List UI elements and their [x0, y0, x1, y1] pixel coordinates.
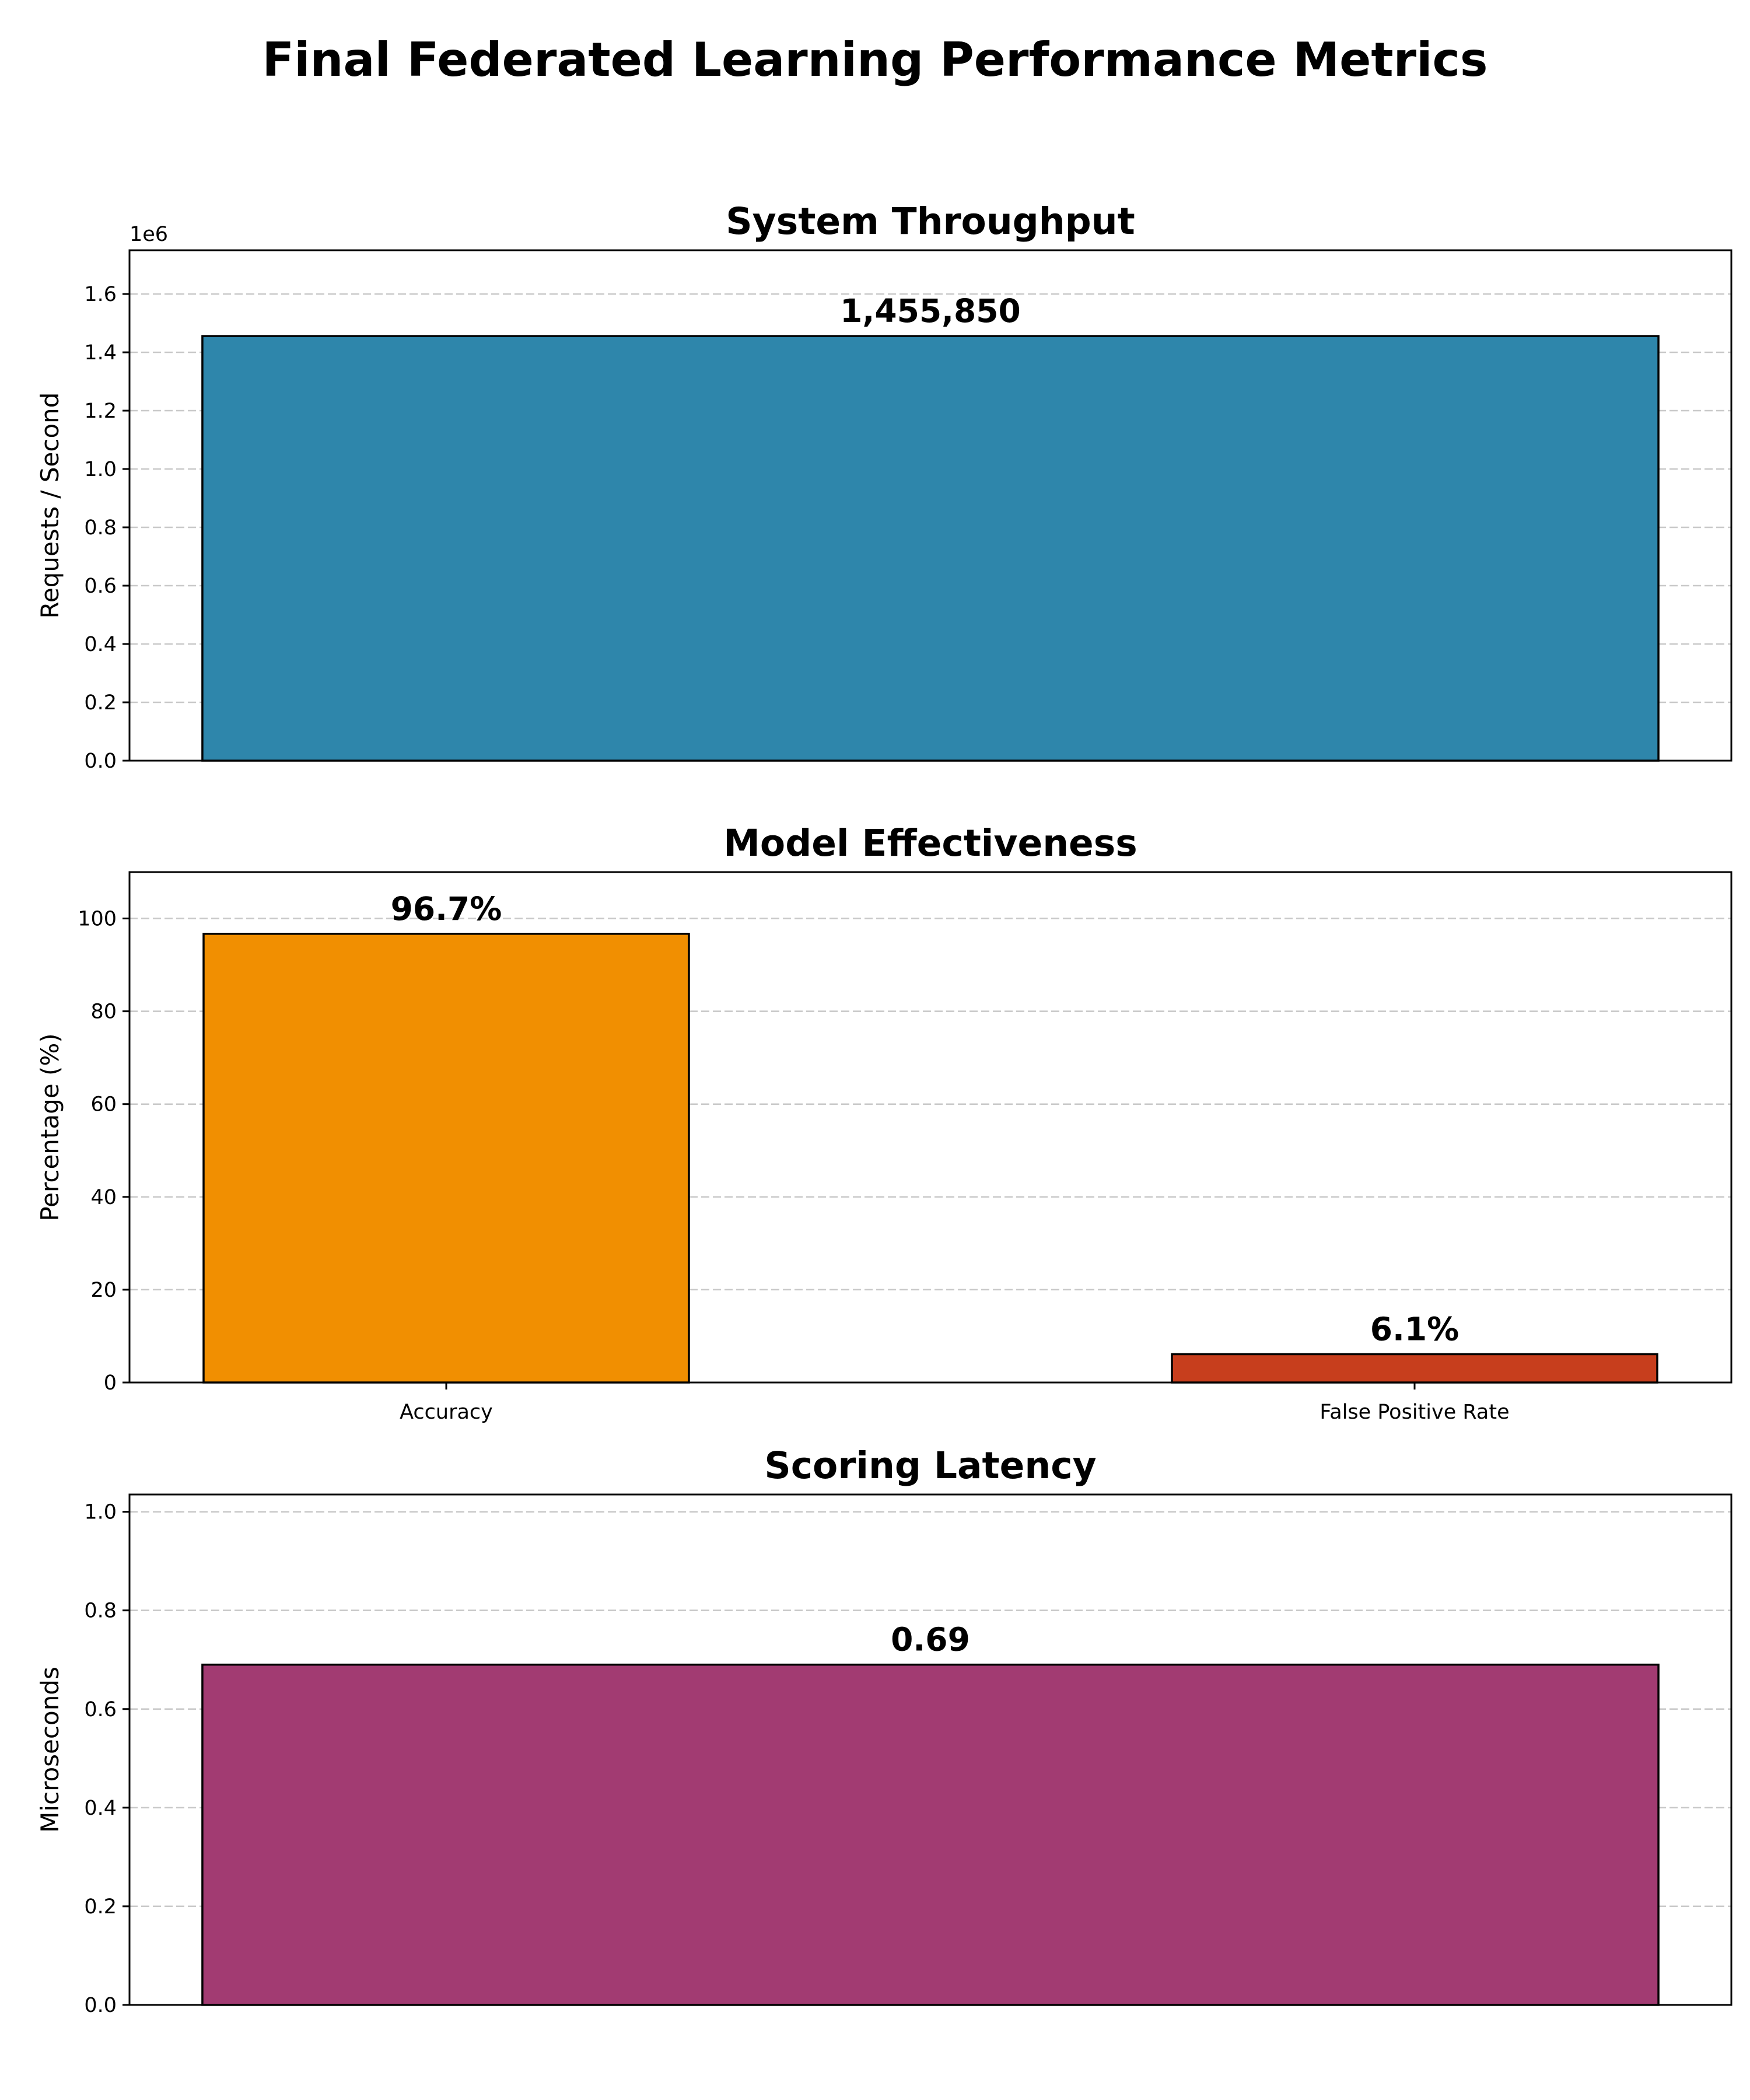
y-tick-label: 20 [90, 1279, 117, 1302]
y-tick-label: 60 [90, 1093, 117, 1116]
y-tick-label: 0.6 [84, 1698, 117, 1721]
y-tick-label: 1.4 [84, 341, 117, 365]
y-tick-label: 0.2 [84, 1895, 117, 1919]
y-tick-label: 0.4 [84, 1797, 117, 1820]
plot-frame [128, 871, 1732, 1384]
y-tick-label: 0.0 [84, 750, 117, 773]
throughput-panel: 1,455,850 0.0 0.2 0.4 0.6 0.8 1.0 1.2 1.4 1.6 1e6 S… [36, 200, 1732, 773]
y-tick-label: 100 [78, 908, 117, 931]
plot-frame [128, 1493, 1732, 2006]
y-tick-label: 0 [104, 1371, 117, 1395]
y-tick-label: 0.6 [84, 575, 117, 598]
axis-offset-label: 1e6 [130, 223, 168, 246]
data-label: 0.69 [891, 1621, 970, 1658]
y-tick-label: 0.0 [84, 1994, 117, 2017]
y-tick-label: 1.0 [84, 1501, 117, 1524]
bar [201, 1663, 1660, 2006]
y-tick-label: 0.8 [84, 1600, 117, 1623]
y-tick-label: 40 [90, 1186, 117, 1209]
data-label: 96.7% [391, 890, 502, 928]
plot-frame [128, 249, 1732, 762]
data-label: 6.1% [1370, 1310, 1460, 1348]
y-tick-label: 0.2 [84, 691, 117, 715]
bar [202, 933, 690, 1384]
panel-title: Model Effectiveness [723, 822, 1138, 864]
y-axis-label: Microseconds [36, 1667, 64, 1833]
y-tick-label: 0.8 [84, 516, 117, 540]
effectiveness-panel: 96.7% Accuracy 6.1% False Positive Rate 0 20 4… [36, 822, 1732, 1424]
bar [1171, 1353, 1658, 1384]
y-tick-label: 1.6 [84, 283, 117, 306]
x-tick-label: False Positive Rate [1320, 1401, 1509, 1424]
bar [201, 335, 1660, 762]
panel-title: System Throughput [726, 200, 1135, 243]
latency-panel: 0.69 0.0 0.2 0.4 0.6 0.8 1.0 Scoring Latency Mic… [36, 1444, 1732, 2017]
x-tick-label: Accuracy [400, 1401, 493, 1424]
y-tick-label: 1.2 [84, 400, 117, 423]
y-tick-label: 80 [90, 1000, 117, 1024]
y-axis-label: Percentage (%) [36, 1033, 64, 1221]
y-axis-label: Requests / Second [36, 393, 64, 619]
panel-title: Scoring Latency [764, 1444, 1096, 1487]
figure-title: Final Federated Learning Performance Met… [262, 33, 1488, 87]
y-tick-label: 1.0 [84, 458, 117, 481]
y-tick-label: 0.4 [84, 633, 117, 656]
data-label: 1,455,850 [840, 292, 1021, 330]
